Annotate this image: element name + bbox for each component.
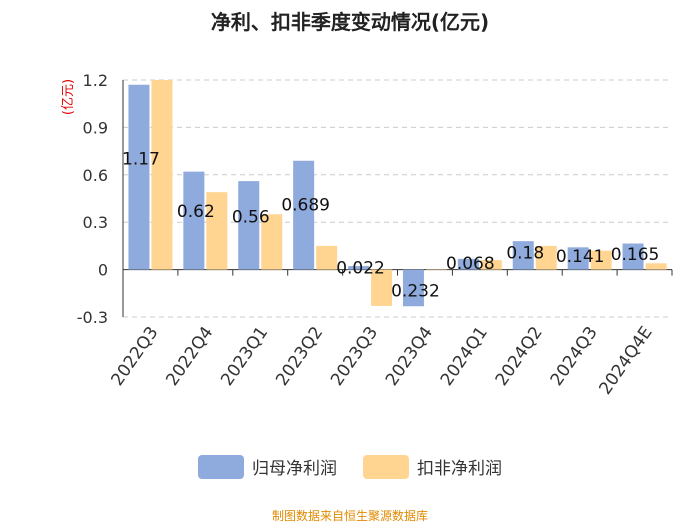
bar-deducted-profit[interactable] — [480, 260, 502, 270]
legend-label-deducted-profit: 扣非净利润 — [417, 459, 502, 479]
legend-item-deducted-profit[interactable]: 扣非净利润 — [363, 454, 502, 479]
data-label: 0.689 — [281, 195, 330, 215]
bar-net-profit[interactable] — [402, 269, 424, 307]
y-axis-title: (亿元) — [61, 79, 76, 115]
bar-chart: 1.2 0.9 0.6 0.3 0 -0.3 (亿元) 1.17 0.62 0.56 0.689 0.… — [61, 71, 673, 399]
bar-deducted-profit[interactable] — [590, 250, 612, 270]
data-label: 0.232 — [391, 281, 440, 301]
data-label: 0.56 — [232, 208, 270, 228]
x-tick-label: 2022Q3 — [107, 323, 162, 390]
bar-net-profit[interactable] — [183, 171, 205, 270]
bar-net-profit[interactable] — [293, 160, 315, 270]
bar-net-profit[interactable] — [128, 84, 150, 270]
bar-deducted-profit[interactable] — [535, 245, 557, 270]
data-label: 0.165 — [611, 245, 660, 265]
bar-deducted-profit[interactable] — [316, 245, 338, 270]
x-tick-label: 2022Q4 — [162, 323, 217, 390]
y-tick-label: 0.3 — [83, 213, 108, 232]
y-tick-label: 0.6 — [83, 166, 108, 185]
bar-deducted-profit[interactable] — [206, 192, 228, 270]
data-label: 0.18 — [506, 244, 544, 264]
bar-net-profit[interactable] — [622, 243, 644, 270]
x-tick-label: 2024Q3 — [547, 323, 602, 390]
x-tick-label: 2024Q4E — [595, 323, 656, 399]
data-source-note: 制图数据来自恒生聚源数据库 — [271, 509, 428, 523]
y-tick-label: 0.9 — [83, 118, 108, 137]
legend-item-net-profit[interactable]: 归母净利润 — [198, 454, 337, 479]
legend-swatch-deducted-profit — [363, 454, 409, 479]
x-tick-label: 2024Q1 — [437, 323, 492, 390]
bar-net-profit[interactable] — [348, 266, 370, 270]
bar-net-profit[interactable] — [457, 258, 479, 270]
bar-deducted-profit[interactable] — [371, 269, 393, 306]
data-label: 0.022 — [336, 259, 385, 279]
y-tick-label: 0 — [98, 261, 108, 280]
legend: 归母净利润 扣非净利润 — [0, 454, 700, 479]
legend-label-net-profit: 归母净利润 — [252, 459, 337, 479]
x-tick-label: 2023Q4 — [382, 323, 437, 390]
x-tick-label: 2023Q3 — [327, 323, 382, 390]
bar-net-profit[interactable] — [567, 247, 589, 270]
y-tick-label: 1.2 — [83, 71, 108, 90]
chart-title: 净利、扣非季度变动情况(亿元) — [210, 10, 490, 34]
bar-deducted-profit[interactable] — [151, 80, 173, 270]
data-label: 0.62 — [177, 202, 215, 222]
legend-swatch-net-profit — [198, 454, 244, 479]
data-label: 0.141 — [556, 247, 605, 267]
bar-net-profit[interactable] — [512, 241, 534, 270]
bar-deducted-profit[interactable] — [425, 269, 447, 271]
data-label: 0.068 — [446, 254, 495, 274]
x-tick-label: 2024Q2 — [492, 323, 547, 390]
data-label: 1.17 — [122, 150, 160, 170]
x-tick-label: 2023Q2 — [272, 323, 327, 390]
bar-deducted-profit[interactable] — [645, 263, 667, 270]
x-tick-label: 2023Q1 — [217, 323, 272, 390]
bar-deducted-profit[interactable] — [261, 214, 283, 270]
bar-net-profit[interactable] — [238, 181, 260, 270]
y-tick-label: -0.3 — [77, 308, 108, 327]
